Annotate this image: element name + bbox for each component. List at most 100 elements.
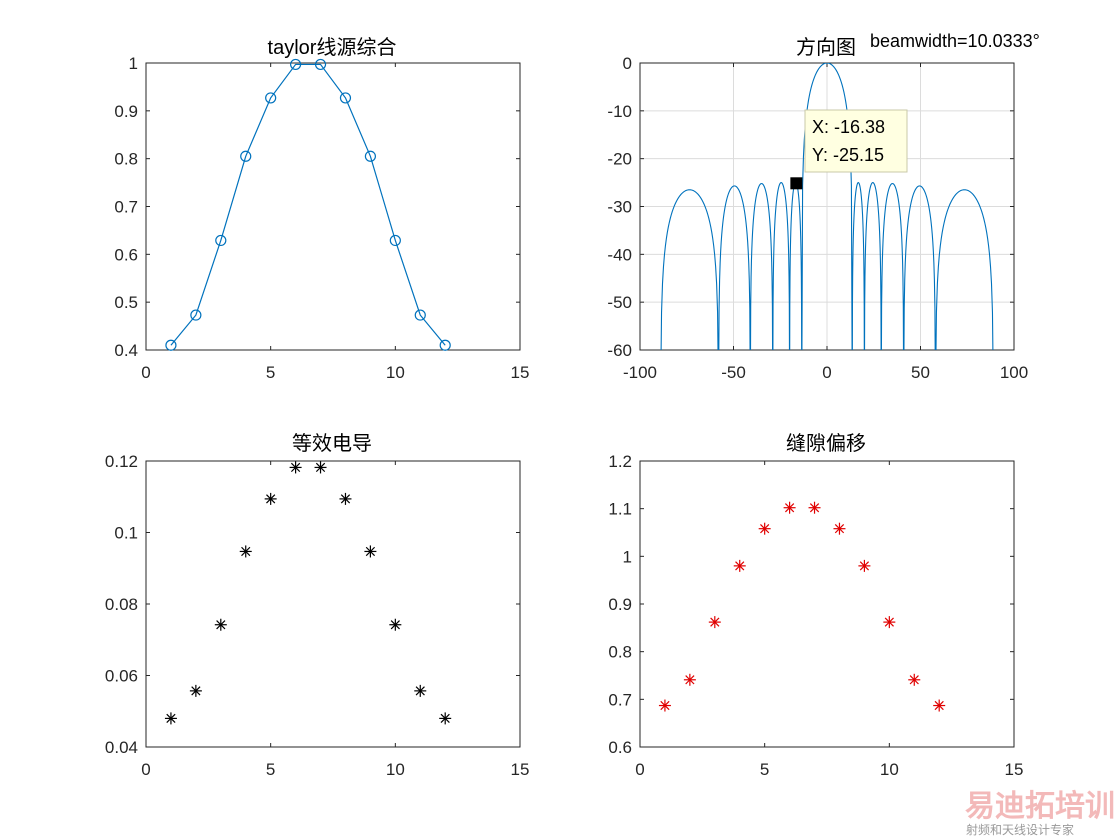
data-point-circle	[364, 150, 376, 162]
x-tick-label: -50	[721, 363, 746, 382]
data-point-circle	[314, 58, 327, 71]
subplot-radiation-pattern: -100 -50 0 50 100-60-50-40-30-20-100 方向图 bea…	[607, 31, 1040, 382]
data-point-circle	[265, 92, 277, 104]
data-point-asterisk	[858, 559, 871, 572]
data-point-asterisk	[783, 501, 796, 514]
x-tick-label: 0	[635, 760, 644, 779]
data-point-asterisk	[808, 501, 821, 514]
y-tick-label: 1.2	[608, 452, 632, 471]
y-tick-label: 0.9	[608, 595, 632, 614]
watermark-main-text: 易迪拓培训	[965, 789, 1115, 823]
x-tick-label: 0	[822, 363, 831, 382]
series	[660, 63, 994, 350]
data-point-asterisk	[164, 712, 177, 725]
data-point-circle	[414, 309, 426, 321]
y-tick-label: 0.7	[608, 690, 632, 709]
y-tick-label: 0.04	[105, 738, 138, 757]
plot-area: 0 5 10 15 0.04 0.06 0.08 0.1 0.12	[105, 452, 530, 779]
series-line	[170, 63, 446, 346]
plot-area: 0 5 10 15 0.4 0.5 0.6 0.7 0.8 0.9 1	[114, 54, 529, 382]
y-tick-label: 0.9	[114, 102, 138, 121]
y-tick-label: 1	[623, 547, 632, 566]
beamwidth-annotation: beamwidth=10.0333°	[870, 31, 1040, 51]
data-point-asterisk	[339, 492, 352, 505]
data-point-asterisk	[289, 461, 302, 474]
watermark-sub-text: 射频和天线设计专家	[966, 822, 1074, 837]
x-tick-label: 10	[386, 363, 405, 382]
data-point-asterisk	[414, 684, 427, 697]
datatip[interactable]: X: -16.38 Y: -25.15	[804, 109, 908, 173]
x-tick-label: 10	[386, 760, 405, 779]
y-tick-label: -40	[607, 245, 632, 264]
y-tick-label: 0.6	[114, 245, 138, 264]
data-point-asterisk	[733, 559, 746, 572]
y-tick-label: 0.06	[105, 667, 138, 686]
y-tick-label: 0.12	[105, 452, 138, 471]
y-tick-label: 0.6	[608, 738, 632, 757]
x-tick-label: 15	[511, 760, 530, 779]
axes-frame	[639, 460, 1015, 748]
data-point-circle	[339, 92, 352, 104]
plot-area: -100 -50 0 50 100-60-50-40-30-20-100	[607, 54, 1028, 382]
y-tick-label: 0.08	[105, 595, 138, 614]
data-point-asterisk	[364, 545, 377, 558]
y-tick-label: 0.8	[114, 150, 138, 169]
x-tick-label: 0	[141, 760, 150, 779]
x-tick-label: 5	[266, 363, 275, 382]
data-point-circle	[389, 234, 401, 247]
data-point-asterisk	[314, 461, 327, 474]
data-point-circle	[439, 339, 451, 351]
y-tick-label: -10	[607, 102, 632, 121]
y-tick-label: 0.4	[114, 341, 138, 360]
axes-frame	[145, 460, 521, 748]
watermark: 易迪拓培训 射频和天线设计专家	[965, 789, 1115, 837]
subplot-title-pattern: 方向图	[796, 36, 856, 59]
subplot-title-taylor: taylor线源综合	[268, 36, 397, 59]
subplot-title-conductance: 等效电导	[292, 432, 372, 455]
x-tick-label: 15	[511, 363, 530, 382]
data-point-asterisk	[758, 522, 771, 535]
axes-frame	[145, 62, 521, 351]
pattern-curve	[660, 63, 994, 350]
y-tick-label: -50	[607, 293, 632, 312]
series	[170, 63, 446, 346]
y-tick-label: 1	[129, 54, 138, 73]
y-tick-label: 0.8	[608, 643, 632, 662]
x-tick-label: 5	[760, 760, 769, 779]
data-point-asterisk	[683, 673, 696, 686]
data-point-asterisk	[883, 616, 896, 629]
subplot-equivalent-conductance: 0 5 10 15 0.04 0.06 0.08 0.1 0.12 等效电导	[105, 432, 530, 779]
subplot-taylor-line-source: 0 5 10 15 0.4 0.5 0.6 0.7 0.8 0.9 1 taylor线源综合	[114, 36, 529, 382]
data-point-circle	[290, 58, 302, 71]
y-tick-label: -30	[607, 198, 632, 217]
subplot-slot-offset: 0 5 10 15 0.6 0.7 0.8 0.9 1 1.1 1.2 缝隙偏移	[608, 432, 1023, 779]
y-tick-label: -20	[607, 150, 632, 169]
x-tick-label: 5	[266, 760, 275, 779]
datatip-y-text: Y: -25.15	[812, 145, 884, 165]
data-point-asterisk	[908, 673, 921, 686]
data-point-asterisk	[933, 699, 946, 712]
data-point-asterisk	[264, 492, 277, 505]
y-tick-label: 0.7	[114, 198, 138, 217]
x-tick-label: 10	[880, 760, 899, 779]
y-tick-label: 0.1	[114, 524, 138, 543]
y-tick-label: 0.5	[114, 293, 138, 312]
datatip-marker[interactable]	[790, 177, 803, 190]
data-point-circle	[190, 309, 202, 321]
subplot-title-offset: 缝隙偏移	[786, 432, 866, 455]
data-point-asterisk	[708, 616, 721, 629]
datatip-x-text: X: -16.38	[812, 117, 885, 137]
data-point-asterisk	[439, 712, 452, 725]
datatip-box	[804, 109, 908, 173]
x-tick-label: 15	[1005, 760, 1024, 779]
data-point-circle	[215, 234, 227, 247]
data-point-asterisk	[239, 545, 252, 558]
y-tick-label: -60	[607, 341, 632, 360]
x-tick-label: -100	[623, 363, 657, 382]
data-point-asterisk	[189, 684, 202, 697]
x-tick-label: 50	[911, 363, 930, 382]
x-tick-label: 0	[141, 363, 150, 382]
data-point-circle	[165, 339, 177, 351]
data-point-asterisk	[214, 618, 227, 631]
